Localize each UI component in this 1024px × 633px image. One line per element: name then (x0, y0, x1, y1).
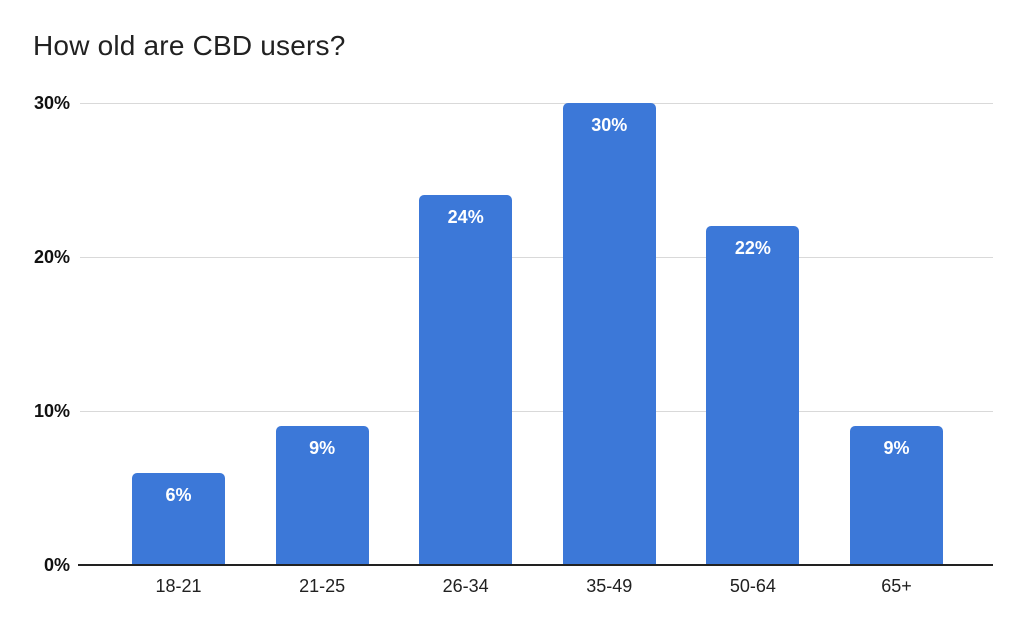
y-axis-tick-label: 20% (33, 247, 70, 267)
x-axis-tick-label: 18-21 (155, 576, 202, 596)
bar-35-49[interactable]: 30% (562, 103, 656, 565)
bar-65+[interactable]: 9% (850, 426, 943, 565)
x-axis-tick-label: 35-49 (586, 576, 633, 596)
y-axis-tick-label: 0% (43, 555, 70, 575)
x-axis-tick-label: 65+ (881, 576, 912, 596)
chart-title: How old are CBD users? (33, 30, 346, 61)
x-axis-tick-label: 26-34 (442, 576, 489, 596)
bar-value-label: 22% (734, 238, 771, 259)
bar-value-label: 6% (165, 484, 192, 505)
x-axis-tick-label: 21-25 (299, 576, 346, 596)
gridline (80, 411, 993, 412)
y-axis-tick-label: 30% (33, 93, 70, 113)
bar-value-label: 30% (591, 115, 628, 135)
x-axis-line (78, 564, 993, 566)
y-axis-tick-label: 10% (33, 401, 70, 421)
bar-26-34[interactable]: 24% (419, 195, 513, 565)
gridline (80, 257, 993, 258)
bar-21-25[interactable]: 9% (275, 426, 369, 565)
bar-value-label: 24% (447, 207, 484, 228)
bar-18-21[interactable]: 6% (132, 472, 225, 565)
bar-value-label: 9% (309, 438, 336, 459)
x-axis-tick-label: 50-64 (729, 576, 776, 596)
bar-value-label: 9% (883, 438, 910, 459)
gridline (80, 103, 993, 104)
bar-50-64[interactable]: 22% (706, 226, 800, 565)
